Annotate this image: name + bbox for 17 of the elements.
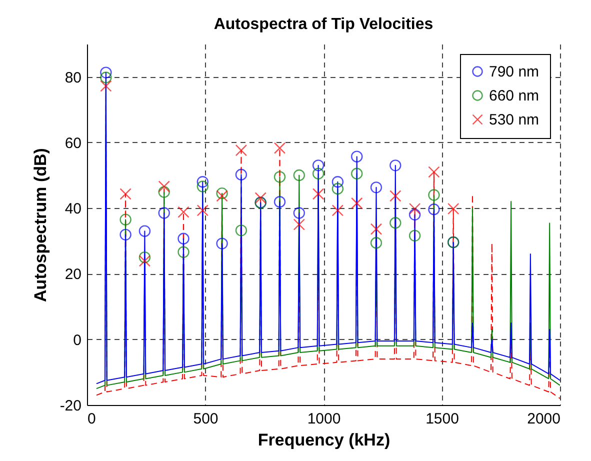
legend-label: 660 nm xyxy=(489,88,540,104)
y-tick-label: 40 xyxy=(64,200,82,218)
y-tick-label: 80 xyxy=(64,69,82,86)
y-tick-label: -20 xyxy=(60,398,82,414)
y-tick-label: 60 xyxy=(64,134,82,152)
x-tick-label: 0 xyxy=(88,410,96,428)
legend-label: 790 nm xyxy=(489,64,540,80)
x-axis-title: Frequency (kHz) xyxy=(258,430,390,450)
x-tick-label: 1000 xyxy=(307,410,341,428)
x-tick-label: 2000 xyxy=(527,410,560,428)
y-axis-title: Autospectrum (dB) xyxy=(30,148,50,302)
legend-label: 530 nm xyxy=(489,112,540,128)
x-tick-label: 1500 xyxy=(426,410,459,428)
y-tick-label: 20 xyxy=(64,266,82,284)
x-tick-label: 500 xyxy=(193,410,218,428)
chart-title: Autospectra of Tip Velocities xyxy=(214,16,434,33)
y-tick-label: 0 xyxy=(73,332,82,349)
